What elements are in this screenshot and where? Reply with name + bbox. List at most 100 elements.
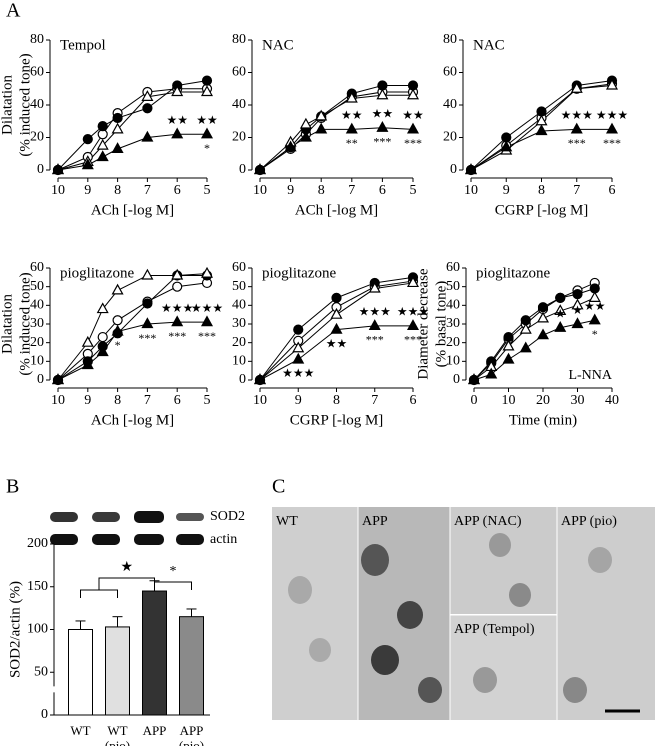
data-point [253, 373, 267, 385]
x-axis-label: ACh [-log M] [295, 202, 378, 218]
axis-break [48, 686, 58, 693]
y-tick-label: 60 [30, 260, 44, 275]
data-point [82, 134, 93, 145]
data-point [330, 307, 343, 319]
significance: ★★★ [596, 108, 628, 122]
data-point [141, 268, 154, 280]
data-point [536, 311, 550, 323]
x-tick-label: 8 [114, 393, 121, 408]
significance: * [170, 564, 177, 579]
x-tick-label: 6 [410, 393, 417, 408]
data-point [502, 352, 515, 364]
y-tick-label: 10 [232, 354, 246, 369]
data-point [172, 281, 183, 292]
x-tick-label: APP (pio) [178, 723, 205, 746]
x-tick-label: 10 [51, 393, 65, 408]
x-axis-label: Time (min) [509, 412, 577, 428]
y-tick-label: 20 [30, 130, 44, 145]
data-point [554, 320, 567, 332]
x-tick-label: 5 [204, 183, 211, 198]
data-point [51, 163, 65, 175]
y-tick-label: 40 [443, 97, 457, 112]
bracket [154, 581, 192, 590]
x-tick-label: WT (pio) [104, 723, 131, 746]
x-tick-label: 9 [287, 183, 294, 198]
data-point [111, 283, 124, 295]
y-tick-label: 20 [446, 335, 460, 350]
data-point [97, 331, 108, 343]
series-line [259, 91, 413, 171]
data-point [81, 358, 94, 370]
y-axis-label: SOD2/actin (%) [7, 581, 23, 678]
significance: ★ [572, 303, 583, 317]
significance: ★★ [196, 113, 218, 127]
data-point [141, 317, 154, 329]
data-point [572, 289, 583, 300]
chart-title: pioglitazone [60, 265, 134, 281]
data-point [467, 373, 481, 385]
y-tick-label: 0 [239, 372, 246, 387]
significance: ★★ [372, 107, 394, 121]
x-tick-label: 6 [379, 183, 386, 198]
data-point [406, 319, 420, 330]
y-tick-label: 40 [446, 298, 460, 313]
significance: ★★ [326, 336, 348, 350]
series-line [470, 128, 612, 171]
panel-label: C [272, 476, 285, 498]
y-tick-label: 20 [232, 335, 246, 350]
data-point [588, 313, 601, 325]
y-axis-label: Dilatation [0, 294, 15, 354]
x-tick-label: 7 [348, 183, 355, 198]
significance: ★★★ [282, 366, 314, 380]
y-tick-label: 50 [34, 664, 48, 679]
significance: *** [603, 136, 621, 150]
data-point [536, 328, 550, 340]
data-point [537, 302, 549, 313]
data-point [555, 292, 566, 303]
data-point [464, 163, 478, 175]
data-point [345, 122, 358, 134]
y-tick-label: 40 [30, 298, 44, 313]
data-point [200, 127, 214, 139]
series-line [57, 133, 207, 171]
data-point [500, 140, 513, 152]
data-point [292, 352, 305, 364]
panel-label: A [6, 0, 21, 22]
x-axis-label: CGRP [-log M] [290, 412, 384, 428]
y-tick-label: 200 [27, 536, 48, 551]
y-tick-label: 20 [30, 335, 44, 350]
data-point [200, 315, 214, 327]
significance: ★★ [584, 299, 606, 313]
x-tick-label: 7 [371, 393, 378, 408]
data-point [331, 292, 342, 303]
series-line [57, 91, 207, 171]
x-tick-label: 5 [204, 393, 211, 408]
x-tick-label: 7 [144, 183, 151, 198]
y-tick-label: 50 [232, 279, 246, 294]
significance: ★★ [341, 108, 363, 122]
y-axis-label: Diameter decrease [415, 268, 431, 380]
y-tick-label: 50 [446, 279, 460, 294]
x-tick-label: 10 [464, 183, 478, 198]
y-axis-label: (% induced tone) [17, 53, 33, 156]
data-point [570, 122, 583, 134]
y-tick-label: 20 [232, 130, 246, 145]
y-tick-label: 40 [232, 97, 246, 112]
x-tick-label: 40 [605, 393, 619, 408]
y-tick-label: 30 [30, 316, 44, 331]
bar [142, 590, 167, 716]
y-axis-label: Dilatation [0, 75, 15, 135]
significance: *** [568, 136, 586, 150]
data-point [51, 373, 65, 385]
significance: ★★★ [561, 108, 593, 122]
data-point [96, 138, 109, 150]
chart-title: pioglitazone [262, 265, 336, 281]
x-tick-label: 10 [51, 183, 65, 198]
data-point [368, 281, 381, 293]
significance: * [592, 327, 598, 341]
data-point [111, 142, 124, 153]
significance: *** [198, 329, 216, 343]
data-point [519, 341, 532, 353]
